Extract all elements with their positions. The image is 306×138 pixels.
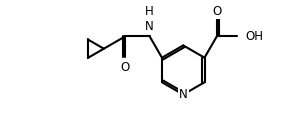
Text: H
N: H N: [145, 5, 154, 33]
Text: OH: OH: [245, 30, 263, 43]
Text: O: O: [212, 5, 222, 18]
Text: O: O: [121, 61, 130, 74]
Text: N: N: [179, 88, 188, 101]
